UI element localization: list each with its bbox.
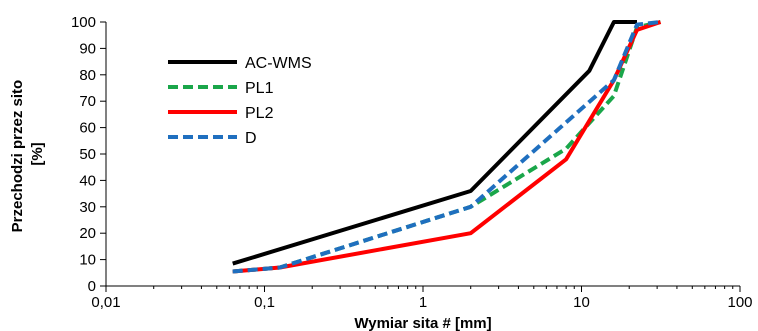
y-tick-label: 60 (79, 120, 96, 137)
legend-label: PL1 (245, 80, 274, 97)
x-axis-title: Wymiar sita # [mm] (354, 315, 491, 331)
y-tick-label: 50 (79, 146, 96, 163)
legend-label: PL2 (245, 105, 274, 122)
legend-label: AC-WMS (245, 55, 312, 72)
y-tick-label: 40 (79, 172, 96, 189)
series-line-ac-wms (232, 20, 637, 266)
y-tick-label: 20 (79, 225, 96, 242)
legend-label: D (245, 130, 257, 147)
y-tick-label: 30 (79, 199, 96, 216)
y-tick-label: 80 (79, 67, 96, 84)
y-axis-title-line-2: [%] (29, 142, 46, 165)
x-tick-label: 10 (573, 294, 590, 311)
x-tick-label: 0,1 (254, 294, 275, 311)
y-tick-label: 100 (71, 14, 96, 31)
y-tick-label: 10 (79, 252, 96, 269)
y-axis-title: Przechodzi przez sito [%] (9, 76, 46, 233)
x-tick-label: 100 (727, 294, 752, 311)
y-tick-label: 90 (79, 40, 96, 57)
legend: AC-WMS PL1 PL2 D (168, 55, 312, 147)
x-ticks: 0,01 0,1 1 10 100 (91, 286, 753, 311)
y-tick-label: 0 (88, 278, 96, 295)
y-tick-label: 70 (79, 93, 96, 110)
y-ticks: 0 10 20 30 40 50 60 70 80 90 100 (71, 14, 106, 295)
x-tick-label: 1 (419, 294, 427, 311)
series-layer (232, 20, 662, 274)
x-tick-label: 0,01 (91, 294, 120, 311)
y-axis-title-line-1: Przechodzi przez sito (9, 80, 26, 233)
series-line-d (232, 20, 661, 274)
